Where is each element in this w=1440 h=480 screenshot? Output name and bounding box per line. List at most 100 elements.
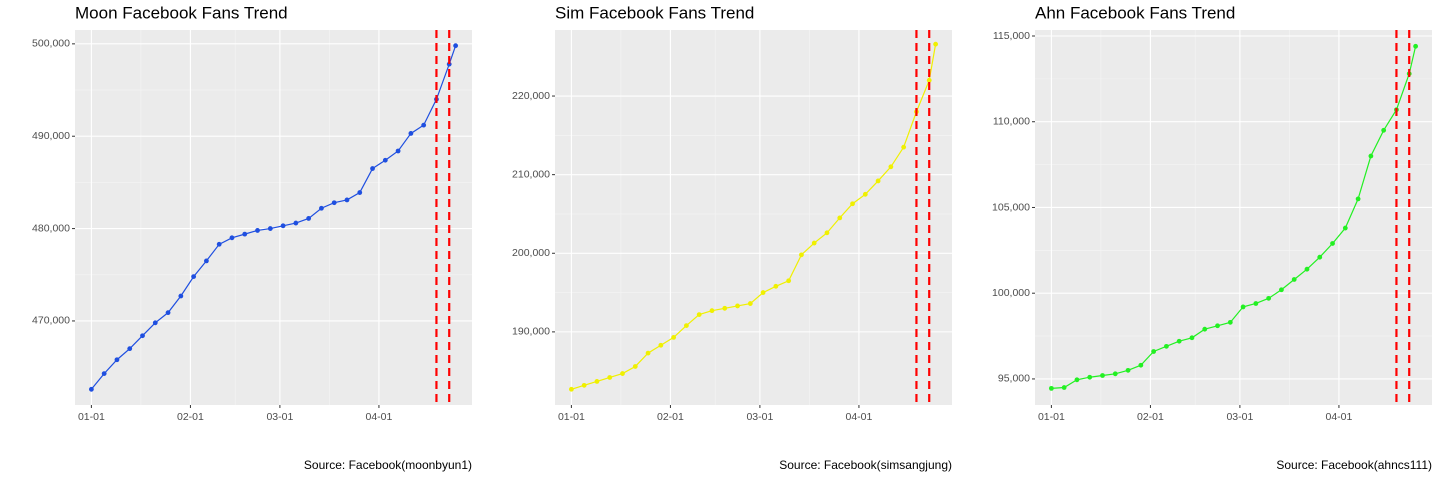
data-point <box>165 310 171 316</box>
x-tick-label: 02-01 <box>1137 411 1164 423</box>
data-point <box>1215 323 1220 329</box>
data-point <box>453 43 459 49</box>
data-point <box>837 215 843 221</box>
data-point <box>1189 335 1195 341</box>
data-point <box>229 235 235 241</box>
x-tick-label: 03-01 <box>1226 411 1253 423</box>
y-tick-label: 200,000 <box>512 247 550 259</box>
chart-title: Ahn Facebook Fans Trend <box>1035 3 1235 22</box>
data-point <box>280 223 286 229</box>
data-point <box>1291 277 1297 282</box>
data-point <box>1048 385 1054 391</box>
data-point <box>1087 374 1093 380</box>
data-point <box>267 226 273 231</box>
data-point <box>1253 301 1259 306</box>
x-tick-label: 01-01 <box>78 411 105 423</box>
data-point <box>1202 326 1208 332</box>
data-point <box>594 379 600 384</box>
data-point <box>152 320 158 326</box>
data-point <box>1125 367 1131 373</box>
x-tick-label: 04-01 <box>1326 411 1353 423</box>
data-point <box>1279 287 1284 293</box>
data-point <box>395 148 401 154</box>
data-point <box>293 220 299 226</box>
data-point <box>1355 196 1361 202</box>
data-point <box>446 61 452 67</box>
data-point <box>773 283 779 289</box>
data-point <box>933 41 939 47</box>
data-point <box>620 371 625 376</box>
x-tick-label: 03-01 <box>266 411 293 423</box>
data-point <box>216 241 222 247</box>
data-point <box>204 258 209 264</box>
chart-panel: Ahn Facebook Fans Trend Source: Facebook(… <box>992 3 1432 472</box>
data-point <box>178 293 184 299</box>
data-point <box>709 308 715 314</box>
data-point <box>357 190 363 195</box>
data-point <box>735 303 740 309</box>
data-point <box>747 301 753 306</box>
x-tick-label: 03-01 <box>746 411 773 423</box>
data-point <box>242 231 248 237</box>
caption: Source: Facebook(simsangjung) <box>779 458 952 472</box>
series-line <box>571 44 937 390</box>
data-point <box>888 164 894 170</box>
data-point <box>671 334 677 340</box>
data-point <box>1061 385 1067 390</box>
x-tick-label: 01-01 <box>558 411 585 423</box>
data-point <box>127 346 133 352</box>
data-point <box>1330 241 1335 246</box>
data-point <box>799 252 804 258</box>
caption: Source: Facebook(moonbyun1) <box>304 458 472 472</box>
data-point <box>824 230 830 236</box>
data-point <box>1138 362 1144 368</box>
y-tick-label: 100,000 <box>992 287 1030 299</box>
x-tick-label: 02-01 <box>657 411 684 423</box>
data-point <box>645 350 651 356</box>
x-tick-label: 04-01 <box>846 411 873 423</box>
data-point <box>875 178 881 184</box>
data-point <box>786 278 792 284</box>
y-tick-label: 115,000 <box>993 30 1030 42</box>
data-point <box>1381 127 1387 133</box>
y-tick-label: 480,000 <box>32 222 70 234</box>
plot-background <box>75 30 472 405</box>
x-tick-label: 01-01 <box>1038 411 1065 423</box>
y-tick-label: 500,000 <box>32 38 70 50</box>
series-line <box>90 45 457 390</box>
data-point <box>191 274 197 280</box>
data-point <box>696 312 702 317</box>
data-point <box>1317 254 1323 260</box>
data-point <box>421 122 427 128</box>
data-point <box>370 166 375 171</box>
data-point <box>344 197 350 203</box>
data-point <box>568 386 574 392</box>
data-point <box>1074 377 1080 383</box>
chart-panel: Sim Facebook Fans Trend Source: Facebook(… <box>512 3 952 472</box>
data-point <box>811 240 817 246</box>
x-tick-label: 04-01 <box>366 411 393 423</box>
data-point <box>140 333 145 339</box>
data-point <box>114 357 120 363</box>
data-point <box>1100 373 1105 378</box>
chart-panel: Moon Facebook Fans Trend Source: Facebook… <box>32 3 472 472</box>
x-tick-label: 02-01 <box>177 411 204 423</box>
data-point <box>319 205 324 211</box>
data-point <box>1164 343 1169 349</box>
data-point <box>382 157 388 163</box>
data-point <box>306 216 312 221</box>
data-point <box>1266 295 1272 301</box>
y-tick-label: 220,000 <box>512 90 550 102</box>
data-point <box>1304 266 1310 272</box>
data-point <box>1413 43 1419 49</box>
data-point <box>88 386 94 392</box>
data-point <box>901 144 907 150</box>
y-tick-label: 490,000 <box>32 130 70 142</box>
data-point <box>1368 153 1374 159</box>
data-point <box>1227 319 1233 325</box>
chart-title: Moon Facebook Fans Trend <box>75 3 288 22</box>
caption: Source: Facebook(ahncs111) <box>1276 458 1432 472</box>
data-point <box>760 290 766 295</box>
